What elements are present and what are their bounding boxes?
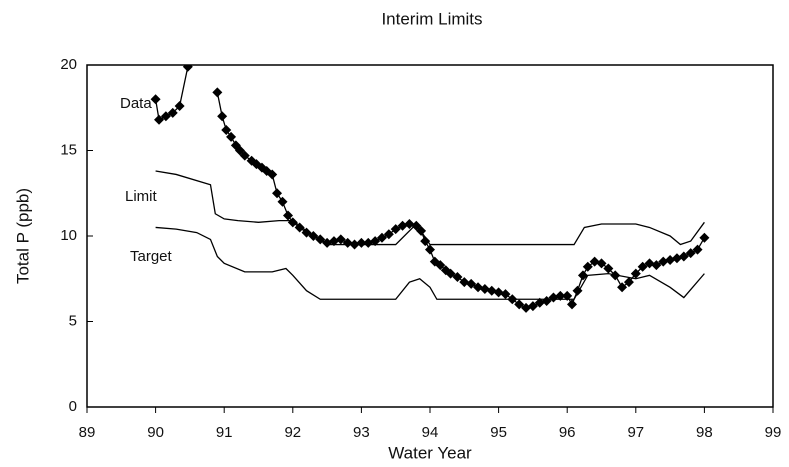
data-point — [452, 272, 463, 283]
data-point — [637, 261, 648, 272]
plot-area — [150, 65, 710, 313]
x-axis-label: Water Year — [388, 443, 472, 462]
data-point — [589, 256, 600, 267]
data-point — [212, 87, 223, 98]
y-tick-label: 10 — [60, 227, 77, 244]
data-point — [342, 237, 353, 248]
x-tick-label: 97 — [627, 424, 644, 441]
data-point — [277, 196, 288, 207]
data-point — [459, 277, 470, 288]
data-point — [322, 237, 333, 248]
data-point — [390, 224, 401, 235]
series-line — [154, 66, 705, 309]
data-point — [217, 111, 228, 122]
data-point — [473, 282, 484, 293]
y-tick-label: 15 — [60, 141, 77, 158]
data-point — [420, 236, 431, 247]
y-tick-label: 0 — [69, 398, 77, 415]
x-tick-label: 90 — [147, 424, 164, 441]
x-tick-label: 96 — [559, 424, 576, 441]
data-point — [466, 278, 477, 289]
x-tick-label: 89 — [79, 424, 96, 441]
data-point — [685, 248, 696, 259]
x-tick-label: 91 — [216, 424, 233, 441]
data-point — [514, 299, 525, 310]
data-point — [425, 244, 435, 255]
data-point — [479, 284, 490, 295]
x-tick-label: 92 — [284, 424, 301, 441]
data-point — [150, 94, 161, 105]
data-point — [617, 282, 628, 293]
data-point — [287, 217, 298, 228]
y-tick-label: 5 — [69, 312, 77, 329]
data-point — [658, 256, 669, 267]
chart-title: Interim Limits — [381, 9, 482, 28]
series-label: Limit — [125, 188, 158, 205]
data-point — [644, 258, 655, 269]
data-point — [623, 277, 634, 288]
data-point — [404, 219, 415, 230]
data-point — [328, 236, 339, 247]
data-point — [692, 244, 703, 255]
x-tick-label: 93 — [353, 424, 370, 441]
series-label: Data — [120, 95, 152, 112]
data-point — [167, 107, 178, 118]
data-point — [678, 251, 689, 262]
series-line — [155, 170, 705, 246]
data-point — [665, 254, 676, 265]
x-tick-label: 94 — [422, 424, 439, 441]
data-point — [577, 270, 588, 281]
data-point — [239, 150, 250, 161]
data-point — [376, 232, 387, 243]
data-point — [671, 253, 682, 264]
x-tick-label: 98 — [696, 424, 713, 441]
data-point — [174, 101, 185, 112]
data-point — [527, 301, 538, 312]
data-point — [567, 299, 578, 310]
data-point — [486, 285, 497, 296]
data-point — [500, 289, 511, 300]
data-point — [493, 287, 504, 298]
data-point — [555, 290, 566, 301]
data-point — [699, 232, 710, 243]
data-point — [582, 261, 593, 272]
series-label: Target — [130, 248, 173, 265]
y-tick-label: 20 — [60, 56, 77, 73]
data-point — [534, 297, 545, 308]
data-point — [246, 155, 257, 166]
x-tick-label: 95 — [490, 424, 507, 441]
data-point — [370, 236, 381, 247]
data-point — [301, 227, 312, 238]
y-axis-label: Total P (ppb) — [13, 188, 32, 284]
series-line — [155, 226, 705, 300]
data-point — [445, 268, 456, 279]
data-point — [521, 302, 532, 313]
x-tick-label: 99 — [765, 424, 782, 441]
data-point — [160, 111, 171, 122]
data-point — [221, 124, 232, 135]
data-point — [282, 210, 293, 221]
data-point — [596, 258, 607, 269]
data-point — [651, 260, 662, 271]
data-point — [182, 65, 193, 72]
data-point — [335, 234, 346, 245]
data-point — [226, 131, 237, 142]
data-point — [154, 114, 165, 125]
data-point — [267, 169, 278, 180]
data-point — [272, 188, 283, 199]
data-point — [356, 237, 367, 248]
data-point — [548, 292, 559, 303]
data-point — [435, 260, 446, 271]
data-point — [630, 268, 641, 279]
data-point — [397, 220, 408, 231]
data-point — [562, 290, 573, 301]
data-point — [603, 263, 614, 274]
data-point — [541, 295, 552, 306]
data-point — [363, 237, 374, 248]
data-point — [294, 222, 305, 233]
data-point — [383, 229, 394, 240]
